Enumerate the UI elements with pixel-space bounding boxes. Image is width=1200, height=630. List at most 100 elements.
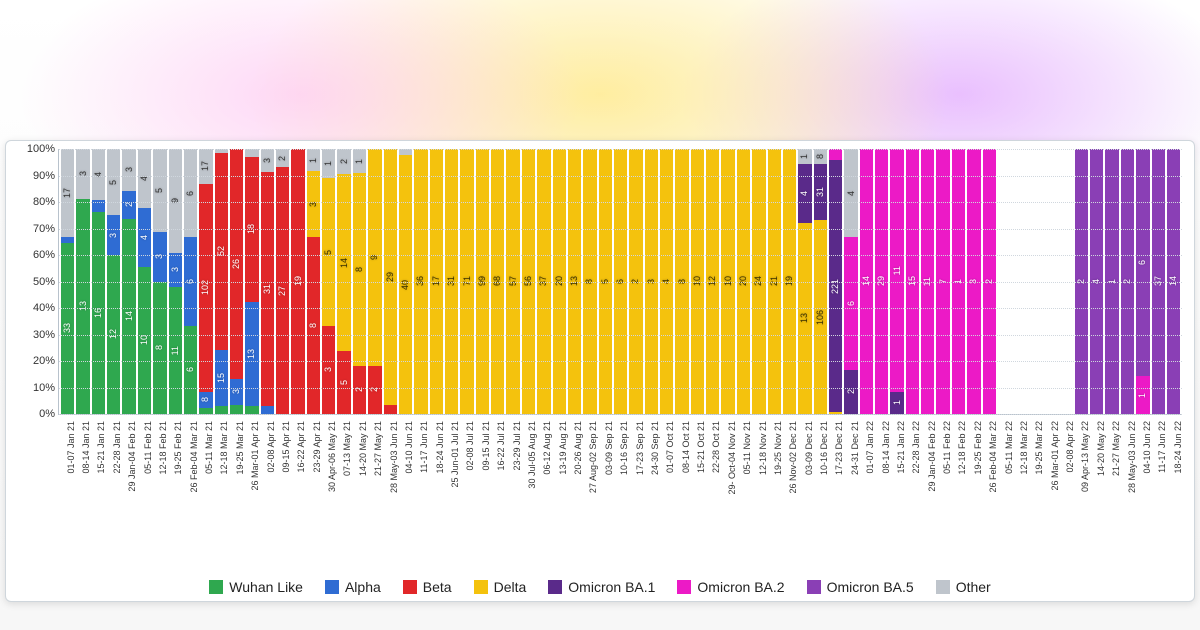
x-tick: 08-14 Jan 22 [875, 419, 888, 554]
segment-other: 1 [798, 149, 811, 164]
segment-other: 1 [353, 149, 366, 173]
x-tick-label: 04-10 Jun 21 [405, 421, 414, 474]
segment-beta: 1 [384, 405, 397, 414]
x-tick: 27 Aug-02 Sep 21 [583, 419, 596, 554]
legend-swatch [325, 580, 339, 594]
segment-value: 27 [278, 286, 287, 296]
x-tick: 24-31 Dec 21 [844, 419, 857, 554]
legend-label: Beta [423, 579, 452, 595]
segment-beta: 3 [322, 326, 335, 414]
legend-item-other: Other [936, 579, 991, 595]
legend-swatch [677, 580, 691, 594]
x-tick-label: 29 Jan-04 Feb 22 [928, 421, 937, 492]
segment-other: 9 [169, 149, 182, 253]
x-tick-label: 01-07 Jan 21 [67, 421, 76, 474]
segment-alpha: 8 [199, 392, 212, 408]
x-tick: 04-10 Jun 22 [1136, 419, 1149, 554]
y-tick-label: 70% [15, 223, 55, 235]
segment-beta: 2 [368, 366, 381, 414]
segment-beta: 52 [215, 153, 228, 350]
segment-value: 1 [355, 159, 364, 164]
segment-wuhan: 6 [184, 326, 197, 414]
x-tick-label: 14-20 May 22 [1097, 421, 1106, 476]
segment-ba2: 6 [844, 237, 857, 370]
segment-value: 2 [340, 159, 349, 164]
x-tick-label: 24-31 Dec 21 [851, 421, 860, 475]
x-tick-label: 22-28 Oct 21 [712, 421, 721, 473]
x-tick-label: 28 May-03 Jun 21 [390, 421, 399, 493]
x-tick: 09-15 Jul 21 [475, 419, 488, 554]
x-tick: 26 Nov-02 Dec 21 [783, 419, 796, 554]
plot-area: 3311713316141235142310448351139666381021… [58, 149, 1182, 415]
segment-value: 33 [63, 323, 72, 333]
gridline [59, 308, 1182, 309]
x-tick: 07-13 May 21 [337, 419, 350, 554]
x-tick: 11-17 Jun 22 [1152, 419, 1165, 554]
segment-other: 3 [76, 149, 89, 199]
x-tick-label: 29- Oct-04 Nov 21 [728, 421, 737, 495]
x-tick-label: 24-30 Sep 21 [651, 421, 660, 475]
segment-other: 1 [307, 149, 320, 171]
x-tick: 22-28 Oct 21 [706, 419, 719, 554]
x-tick: 25 Jun-01 Jul 21 [444, 419, 457, 554]
segment-alpha: 2 [122, 191, 135, 219]
segment-value: 4 [140, 176, 149, 181]
x-tick-label: 04-10 Jun 22 [1143, 421, 1152, 474]
x-tick-label: 09-15 Jul 21 [482, 421, 491, 471]
segment-value: 5 [155, 188, 164, 193]
legend-item-beta: Beta [403, 579, 452, 595]
x-tick: 03-09 Dec 21 [798, 419, 811, 554]
segment-beta: 26 [230, 149, 243, 379]
x-tick: 19-25 Nov 21 [767, 419, 780, 554]
x-tick-label: 19-25 Mar 22 [1035, 421, 1044, 475]
x-tick: 15-21 Jan 22 [890, 419, 903, 554]
x-tick-label: 11-17 Jun 21 [420, 421, 429, 473]
segment-value: 13 [800, 313, 809, 323]
segment-ba1: 1 [890, 392, 903, 414]
segment-other: 2 [276, 149, 289, 167]
x-tick: 17-23 Dec 21 [829, 419, 842, 554]
segment-value: 17 [201, 161, 210, 171]
gridline [59, 335, 1182, 336]
segment-other: 1 [245, 149, 258, 157]
x-tick-label: 06-12 Aug 21 [543, 421, 552, 475]
x-tick: 05-11 Mar 21 [198, 419, 211, 554]
x-tick-label: 01-07 Oct 21 [666, 421, 675, 473]
segment-value: 4 [800, 191, 809, 196]
legend-label: Wuhan Like [229, 579, 303, 595]
segment-wuhan: 10 [138, 267, 151, 414]
x-tick: 09-15 Apr 21 [275, 419, 288, 554]
x-tick-label: 26 Feb-04 Mar 21 [190, 421, 199, 493]
segment-ba1: 221 [829, 160, 842, 411]
x-tick-label: 23-29 Jul 21 [513, 421, 522, 471]
segment-other: 17 [61, 149, 74, 237]
gridline [59, 361, 1182, 362]
segment-alpha: 13 [245, 302, 258, 406]
segment-other: 2 [337, 149, 350, 174]
legend-label: Omicron BA.5 [827, 579, 914, 595]
x-tick-label: 20-26 Aug 21 [574, 421, 583, 475]
x-tick-label: 26 Nov-02 Dec 21 [789, 421, 798, 494]
x-tick-label: 15-21 Oct 21 [697, 421, 706, 473]
segment-value: 1 [1138, 393, 1147, 398]
segment-value: 1 [309, 158, 318, 163]
segment-value: 17 [63, 188, 72, 198]
y-tick-label: 50% [15, 276, 55, 288]
x-tick-label: 05-11 Mar 21 [205, 421, 214, 474]
segment-value: 11 [893, 266, 902, 275]
x-tick-label: 26 Mar-01 Apr 21 [251, 421, 260, 491]
x-tick: 05-11 Feb 22 [936, 419, 949, 554]
segment-value: 6 [847, 301, 856, 306]
segment-delta: 3 [307, 171, 320, 237]
segment-value: 6 [186, 191, 195, 196]
segment-delta: 14 [337, 174, 350, 351]
x-tick-label: 14-20 May 21 [359, 421, 368, 476]
x-tick: 10-16 Sep 21 [614, 419, 627, 554]
segment-ba1: 4 [798, 164, 811, 223]
segment-beta: 2 [353, 366, 366, 414]
segment-other: 4 [844, 149, 857, 237]
x-tick-label: 05-11 Mar 22 [1005, 421, 1014, 474]
segment-other: 17 [199, 149, 212, 184]
segment-value: 3 [109, 233, 118, 238]
segment-value: 3 [263, 158, 272, 163]
